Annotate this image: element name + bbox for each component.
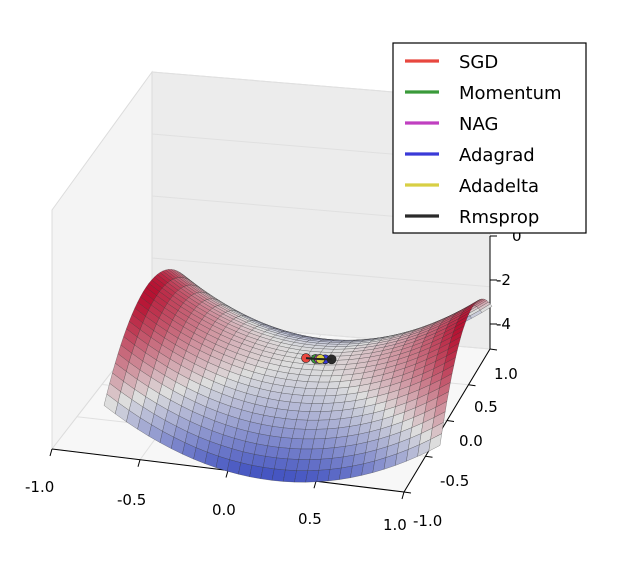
surface-patch [307, 375, 321, 383]
surface-patch [428, 433, 442, 452]
x-tick-label: -0.5 [117, 491, 146, 509]
z-axis: 0 -2 -4 [496, 227, 522, 333]
saddle-surface [103, 269, 493, 483]
optimizer-path [305, 357, 332, 361]
y-tick-mark [403, 491, 412, 494]
x-tick-mark [313, 481, 317, 489]
y-tick-label: 0.5 [474, 398, 498, 416]
surface-patch [296, 459, 311, 471]
y-tick-mark [446, 420, 455, 422]
legend-box [392, 42, 587, 234]
z-tick-label: 0 [512, 227, 522, 245]
legend-label-momentum: Momentum [459, 83, 562, 104]
y-tick-label: -1.0 [413, 512, 442, 530]
y-tick-mark [425, 455, 433, 458]
legend-label-rmsprop: Rmsprop [459, 207, 539, 228]
y-tick-mark [489, 348, 498, 351]
legend-label-adadelta: Adadelta [459, 176, 539, 197]
surface-patch [300, 438, 315, 450]
y-axis: -1.0 -0.5 0.0 0.5 1.0 [413, 365, 518, 530]
y-tick-label: -0.5 [440, 472, 469, 490]
x-tick-label: 0.5 [298, 510, 322, 528]
x-tick-mark [137, 459, 141, 467]
legend: SGD Momentum NAG Adagrad Adadelta Rmspro… [392, 42, 587, 234]
z-tick-label: -2 [496, 271, 511, 289]
y-tick-label: 1.0 [494, 365, 518, 383]
legend-label-sgd: SGD [459, 52, 498, 73]
z-tick-label: -4 [496, 315, 511, 333]
x-tick-mark [49, 448, 53, 457]
x-tick-mark [401, 491, 405, 500]
x-tick-label: 1.0 [383, 516, 407, 534]
surface-patch [262, 456, 277, 470]
legend-label-nag: NAG [459, 114, 498, 135]
legend-swatches [405, 59, 439, 218]
x-tick-label: 0.0 [212, 501, 236, 519]
grid-line [151, 257, 491, 288]
y-tick-label: 0.0 [459, 432, 483, 450]
y-tick-mark [468, 384, 476, 387]
legend-label-adagrad: Adagrad [459, 145, 535, 166]
x-tick-label: -1.0 [25, 478, 54, 496]
x-axis: -1.0 -0.5 0.0 0.5 1.0 [25, 478, 407, 534]
optimizer-points [301, 353, 337, 365]
x-tick-mark [225, 470, 229, 478]
